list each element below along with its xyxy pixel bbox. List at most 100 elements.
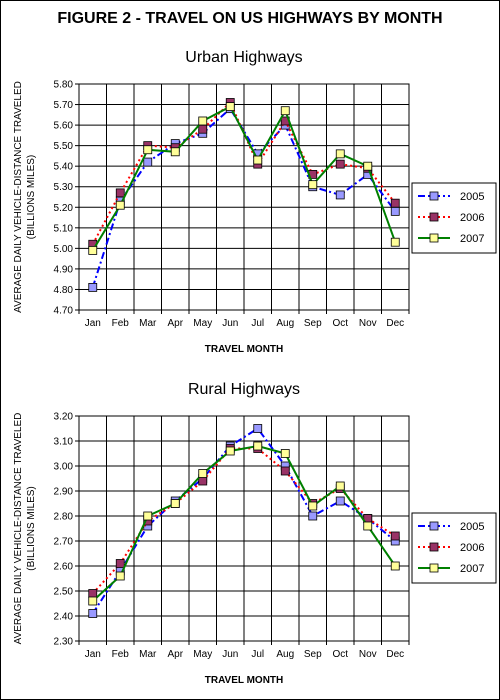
data-point bbox=[88, 596, 98, 606]
y-tick-label: 5.80 bbox=[54, 80, 74, 91]
data-point bbox=[198, 476, 208, 486]
data-point bbox=[253, 155, 263, 165]
series-2007 bbox=[88, 441, 400, 606]
data-point bbox=[390, 198, 400, 208]
x-tick-label: Nov bbox=[359, 318, 377, 329]
x-tick-label: Dec bbox=[386, 649, 404, 660]
y-tick-label: 5.50 bbox=[54, 141, 74, 152]
legend-label: 2005 bbox=[460, 191, 484, 203]
data-point bbox=[115, 559, 125, 568]
legend-box bbox=[411, 182, 497, 254]
x-tick-label: Aug bbox=[276, 318, 294, 329]
data-point bbox=[143, 511, 153, 521]
x-tick-label: Jun bbox=[222, 649, 238, 660]
legend-marker bbox=[429, 212, 439, 222]
legend-box bbox=[411, 512, 497, 584]
series-line bbox=[92, 444, 397, 602]
legend-marker bbox=[429, 233, 439, 243]
data-point bbox=[198, 469, 208, 478]
legend-marker bbox=[429, 542, 439, 552]
chart-title: Urban Highways bbox=[185, 49, 302, 66]
y-tick-label: 5.40 bbox=[54, 162, 74, 173]
chart-0: Urban Highways 4.70 4.80 4.90 5.00 5.10 5.20 5.… bbox=[13, 49, 497, 355]
y-tick-label: 2.80 bbox=[54, 512, 74, 523]
chart-1: Rural Highways 2.30 2.40 2.50 2.60 2.70 2.80 2.… bbox=[13, 381, 497, 686]
data-point bbox=[308, 180, 318, 190]
data-point bbox=[280, 449, 290, 458]
legend: 2005 2006 2007 bbox=[411, 512, 497, 584]
y-tick-label: 2.50 bbox=[54, 587, 74, 598]
series-line bbox=[91, 105, 397, 251]
data-point bbox=[88, 282, 98, 292]
x-tick-label: Feb bbox=[112, 649, 130, 660]
data-point bbox=[88, 589, 98, 598]
legend-label: 2007 bbox=[460, 233, 484, 245]
data-point bbox=[390, 561, 400, 571]
data-point bbox=[115, 188, 125, 198]
y-tick-label: 2.60 bbox=[54, 562, 74, 573]
y-tick-label: 5.30 bbox=[54, 182, 74, 193]
x-tick-label: May bbox=[193, 649, 212, 660]
series-line bbox=[91, 107, 397, 288]
x-tick-label: Dec bbox=[386, 318, 404, 329]
data-point bbox=[170, 499, 180, 508]
y-tick-label: 2.30 bbox=[54, 637, 74, 648]
x-tick-label: Nov bbox=[359, 649, 377, 660]
data-point bbox=[335, 481, 345, 491]
legend-label: 2006 bbox=[460, 542, 484, 554]
x-tick-label: Feb bbox=[112, 318, 130, 329]
x-tick-label: Apr bbox=[167, 318, 183, 329]
data-point bbox=[115, 571, 125, 581]
y-tick-label: 2.40 bbox=[54, 612, 74, 623]
data-point bbox=[143, 145, 153, 155]
data-point bbox=[363, 161, 373, 171]
data-point bbox=[390, 531, 400, 541]
y-tick-label: 4.70 bbox=[54, 306, 74, 317]
data-point bbox=[335, 159, 345, 169]
data-point bbox=[225, 102, 235, 111]
y-tick-label: 5.10 bbox=[54, 223, 74, 234]
legend-marker bbox=[429, 521, 439, 531]
data-point bbox=[225, 446, 235, 456]
y-tick-label: 5.20 bbox=[54, 203, 74, 214]
x-tick-label: Oct bbox=[332, 649, 348, 660]
data-point bbox=[390, 237, 400, 247]
legend-marker bbox=[429, 191, 439, 201]
y-tick-label: 4.90 bbox=[54, 264, 74, 275]
data-point bbox=[363, 521, 373, 531]
x-tick-label: Apr bbox=[167, 649, 183, 660]
x-tick-label: Jan bbox=[85, 318, 101, 329]
x-tick-label: Jul bbox=[251, 318, 264, 329]
y-axis-label: (BILLIONS MILES) bbox=[26, 155, 37, 239]
y-tick-label: 4.80 bbox=[54, 285, 74, 296]
x-tick-label: Oct bbox=[332, 318, 348, 329]
data-point bbox=[170, 147, 180, 157]
x-axis-label: TRAVEL MONTH bbox=[205, 675, 284, 686]
data-point bbox=[335, 190, 345, 200]
y-tick-label: 3.20 bbox=[54, 412, 74, 423]
y-tick-label: 5.00 bbox=[54, 244, 74, 255]
y-tick-label: 3.00 bbox=[54, 462, 74, 473]
x-axis-label: TRAVEL MONTH bbox=[205, 344, 284, 355]
x-tick-label: Sep bbox=[304, 318, 322, 329]
data-point bbox=[88, 246, 98, 255]
data-point bbox=[143, 157, 153, 167]
data-point bbox=[198, 116, 208, 126]
data-point bbox=[198, 124, 208, 134]
data-point bbox=[280, 466, 290, 476]
y-axis-label: (BILLIONS MILES) bbox=[26, 486, 37, 570]
chart-title: Rural Highways bbox=[188, 381, 300, 398]
x-tick-label: Jul bbox=[251, 649, 264, 660]
data-point bbox=[253, 441, 263, 451]
y-tick-label: 2.70 bbox=[54, 537, 74, 548]
data-point bbox=[115, 200, 125, 210]
series-2007 bbox=[88, 102, 400, 255]
y-tick-label: 2.90 bbox=[54, 487, 74, 498]
y-tick-label: 5.70 bbox=[54, 100, 74, 111]
data-point bbox=[308, 501, 318, 511]
data-point bbox=[253, 424, 263, 433]
legend-marker bbox=[429, 563, 439, 573]
data-point bbox=[335, 496, 345, 506]
data-point bbox=[88, 609, 98, 618]
